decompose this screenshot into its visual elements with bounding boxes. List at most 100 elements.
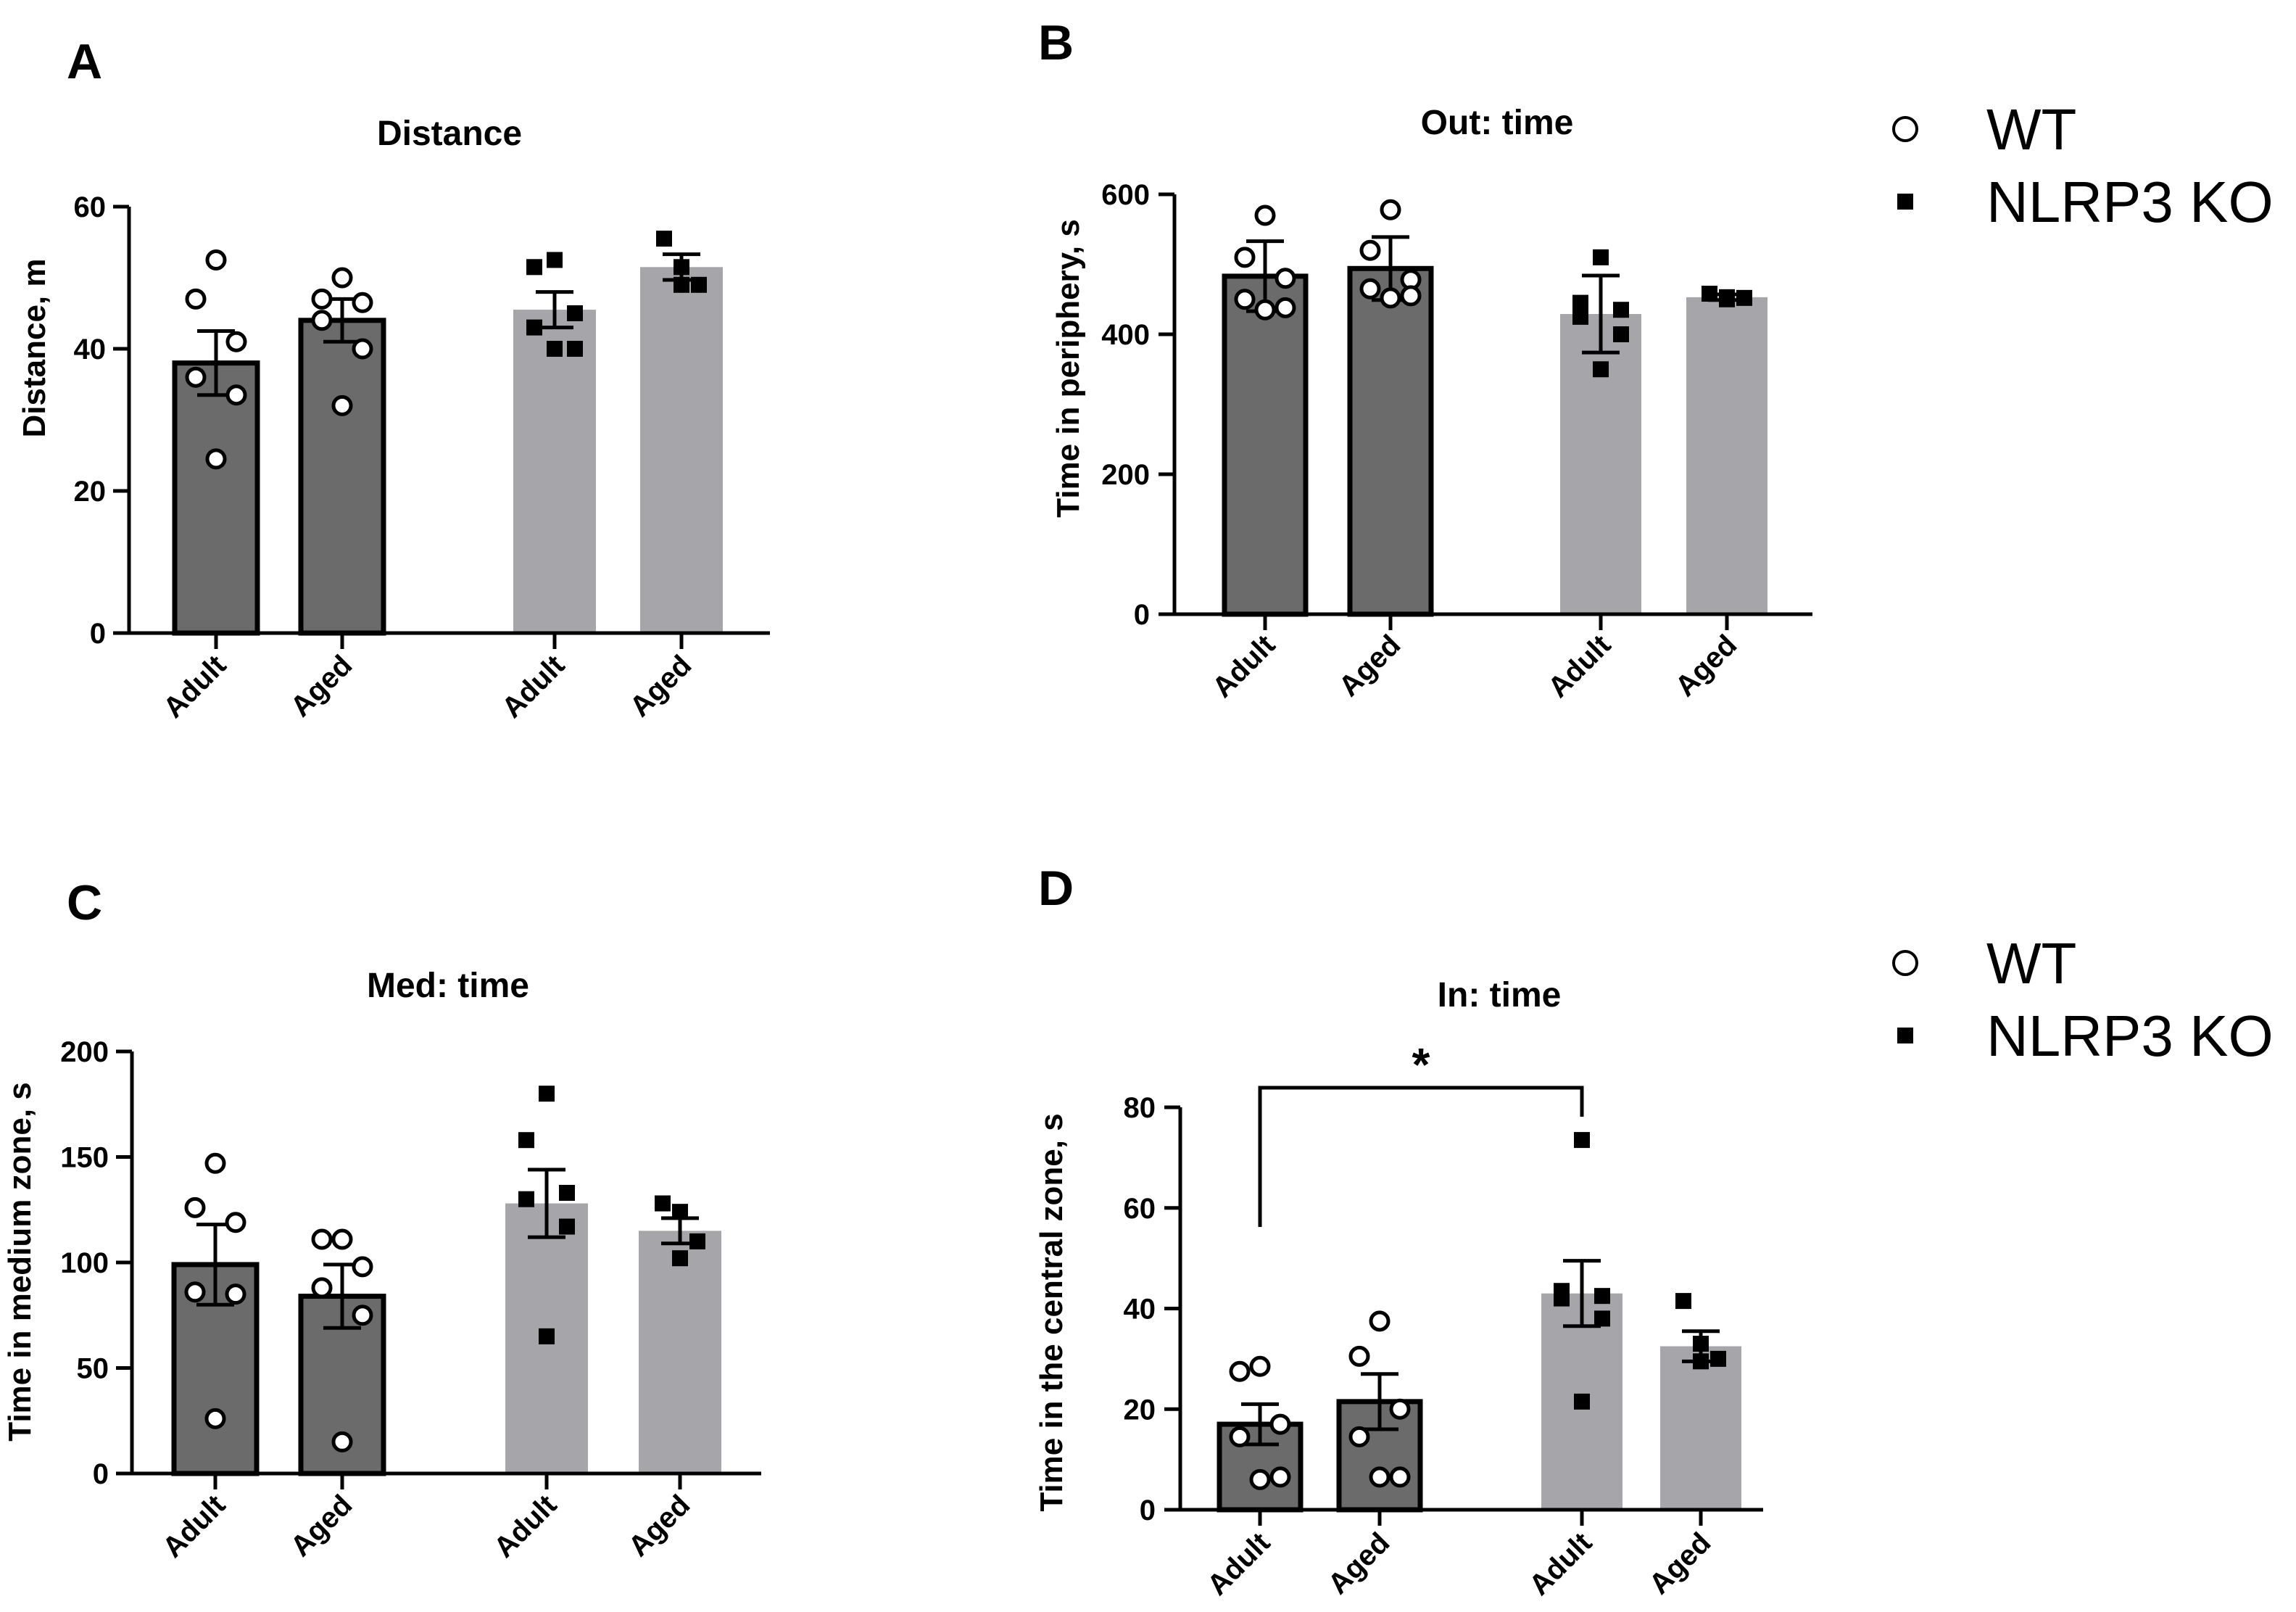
data-point-ko bbox=[1593, 249, 1609, 265]
data-point-ko bbox=[1574, 1393, 1590, 1410]
data-point-ko bbox=[1613, 326, 1629, 342]
x-category-label: Aged bbox=[285, 1489, 359, 1563]
data-point-wt bbox=[1369, 1466, 1391, 1488]
x-category-label: Adult bbox=[1523, 1526, 1598, 1601]
panel-d: D In: time Time in the central zone, s 0 20 4… bbox=[1034, 861, 1763, 1602]
panel-c: C Med: time Time in medium zone, s 0 50 100 15… bbox=[2, 875, 761, 1564]
x-category-label: Adult bbox=[157, 1489, 231, 1563]
panel-letter: B bbox=[1038, 15, 1074, 70]
data-point-ko bbox=[1719, 291, 1735, 307]
data-point-ko bbox=[559, 1184, 575, 1201]
data-point-ko bbox=[1710, 1350, 1726, 1367]
data-point-wt bbox=[352, 338, 373, 360]
y-tick-label: 60 bbox=[74, 191, 107, 223]
data-point-wt bbox=[1400, 285, 1422, 307]
data-point-wt bbox=[331, 394, 353, 416]
data-point-wt bbox=[205, 249, 227, 270]
data-point-ko bbox=[559, 1218, 575, 1235]
y-tick-label: 0 bbox=[1140, 1495, 1156, 1526]
data-point-wt bbox=[331, 1431, 353, 1452]
data-point-wt bbox=[225, 1212, 246, 1233]
x-category-label: Aged bbox=[623, 1489, 697, 1563]
chart-title: Distance bbox=[377, 115, 522, 153]
data-point-ko bbox=[1572, 308, 1588, 325]
data-point-wt bbox=[204, 1152, 226, 1174]
panel-letter: C bbox=[67, 875, 102, 930]
data-point-ko bbox=[1574, 1132, 1590, 1149]
data-point-ko bbox=[1593, 361, 1609, 378]
error-bar bbox=[528, 1167, 565, 1239]
data-point-ko bbox=[691, 276, 707, 293]
data-point-ko bbox=[518, 1191, 534, 1207]
data-point-wt bbox=[1275, 268, 1296, 289]
y-axis-label: Time in the central zone, s bbox=[1034, 1113, 1069, 1511]
data-point-ko bbox=[1693, 1353, 1709, 1370]
significance-bracket bbox=[1258, 1086, 1584, 1227]
data-point-ko bbox=[567, 341, 583, 357]
data-point-ko bbox=[1594, 1310, 1610, 1327]
data-point-wt bbox=[352, 292, 373, 313]
data-point-wt bbox=[1249, 1468, 1271, 1490]
y-tick-label: 80 bbox=[1124, 1092, 1156, 1124]
x-category-label: Adult bbox=[496, 649, 571, 724]
y-tick-label: 400 bbox=[1101, 319, 1150, 351]
data-point-wt bbox=[1234, 247, 1256, 268]
legend: WT NLRP3 KO bbox=[1892, 97, 2274, 234]
data-point-wt bbox=[1348, 1426, 1370, 1447]
y-tick-label: 200 bbox=[1101, 459, 1150, 491]
legend-label: WT bbox=[1986, 97, 2076, 162]
x-category-label: Adult bbox=[157, 649, 232, 724]
data-point-ko bbox=[1675, 1293, 1691, 1310]
data-point-ko bbox=[547, 341, 563, 357]
data-point-wt bbox=[225, 1284, 246, 1305]
data-point-wt bbox=[1234, 289, 1256, 310]
data-point-wt bbox=[184, 1281, 206, 1303]
data-point-ko bbox=[689, 1233, 705, 1249]
bar-nlrp3-ko-aged bbox=[1660, 1346, 1741, 1510]
panel-letter: D bbox=[1038, 861, 1074, 916]
data-point-ko bbox=[1736, 289, 1752, 306]
legend-open-circle-icon bbox=[1892, 950, 1918, 976]
data-point-wt bbox=[1389, 1466, 1411, 1488]
y-tick-label: 100 bbox=[60, 1247, 109, 1279]
data-point-wt bbox=[1380, 199, 1401, 220]
x-category-label: Adult bbox=[1206, 629, 1281, 703]
y-tick-label: 40 bbox=[74, 334, 107, 365]
bar-nlrp3-ko-adult bbox=[1560, 314, 1641, 614]
y-tick-label: 40 bbox=[1124, 1294, 1156, 1326]
data-point-ko bbox=[656, 231, 672, 247]
data-point-ko bbox=[1702, 286, 1717, 302]
chart-title: Out: time bbox=[1421, 104, 1574, 142]
bar-nlrp3-ko-adult bbox=[513, 310, 596, 633]
x-category-label: Aged bbox=[1333, 629, 1407, 703]
data-point-wt bbox=[225, 384, 247, 406]
chart-title: In: time bbox=[1438, 976, 1562, 1014]
y-tick-label: 200 bbox=[60, 1036, 109, 1068]
error-bar bbox=[1241, 1402, 1279, 1447]
data-point-wt bbox=[352, 1256, 373, 1278]
x-category-label: Aged bbox=[624, 649, 698, 723]
panel-b: B Out: time Time in periphery, s 0 200 400 600… bbox=[1038, 15, 1812, 704]
data-point-ko bbox=[674, 276, 689, 293]
y-tick-label: 60 bbox=[1124, 1193, 1156, 1225]
data-point-wt bbox=[1369, 1310, 1391, 1332]
legend-filled-square-icon bbox=[1897, 194, 1913, 210]
bar-wt-aged bbox=[298, 318, 386, 636]
data-point-wt bbox=[1389, 1398, 1411, 1420]
y-axis-label: Distance, m bbox=[17, 259, 52, 438]
data-point-wt bbox=[1254, 299, 1276, 321]
y-tick-label: 50 bbox=[77, 1353, 109, 1385]
data-point-wt bbox=[1348, 1345, 1370, 1367]
error-bar bbox=[1361, 1372, 1398, 1431]
panel-a: A Distance Distance, m 0 20 40 60 Adult Aged Adul… bbox=[17, 34, 770, 724]
data-point-wt bbox=[204, 1408, 226, 1429]
data-point-wt bbox=[1275, 297, 1296, 318]
error-bar bbox=[1582, 273, 1620, 355]
y-axis-label: Time in medium zone, s bbox=[2, 1082, 38, 1442]
data-point-ko bbox=[518, 1132, 534, 1149]
data-point-ko bbox=[672, 1204, 688, 1220]
x-category-label: Adult bbox=[1542, 629, 1617, 703]
data-point-wt bbox=[1249, 1355, 1271, 1377]
data-point-wt bbox=[1229, 1360, 1251, 1382]
data-point-ko bbox=[655, 1195, 671, 1212]
